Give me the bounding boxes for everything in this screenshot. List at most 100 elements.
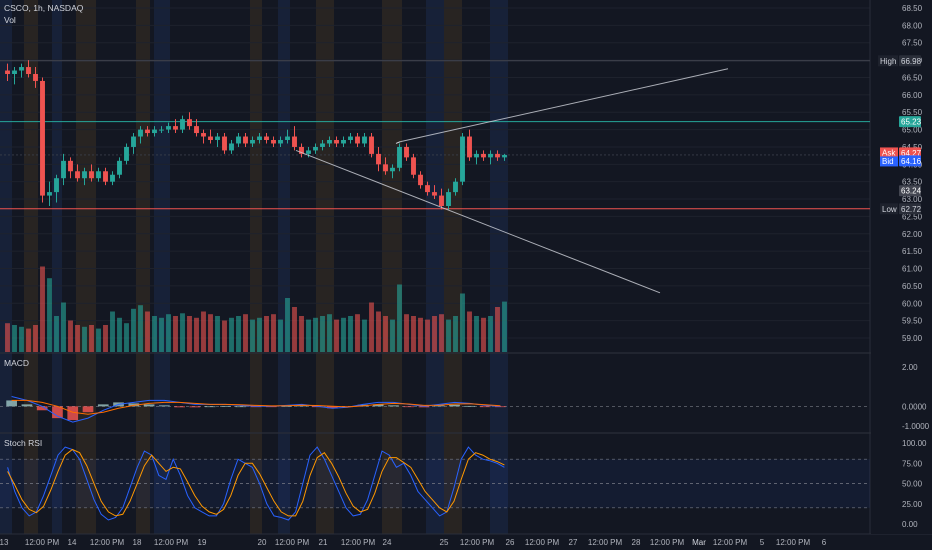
volume-bar [152,316,157,352]
volume-bar [376,311,381,352]
price-tick-label: 60.50 [902,282,923,291]
candle-body [404,146,409,158]
volume-bar [502,301,507,352]
candle-body [495,153,500,158]
volume-bar [467,311,472,352]
candle-body [257,136,262,140]
macd-histogram-bar [235,406,247,408]
candle-body [502,154,507,158]
volume-bar [243,314,248,352]
macd-pane [6,396,506,423]
bid-value-tag: 64.16 [901,157,922,166]
volume-bar [173,316,178,352]
candle-body [418,174,423,186]
price-tick-label: 65.50 [902,108,923,117]
macd-histogram-bar [403,406,415,408]
candle-body [208,136,213,140]
green-level-tag-bg [899,116,921,128]
volume-bar [61,302,66,352]
volume-bar [47,278,52,352]
macd-title[interactable]: MACD [4,358,30,368]
volume-bar [390,319,395,352]
time-axis-label: 27 [569,538,578,547]
candle-body [117,160,122,175]
price-tick-label: 60.00 [902,299,923,308]
session-band [444,0,462,534]
volume-bar [75,325,80,352]
price-tick-label: 59.50 [902,317,923,326]
time-axis-label: 13 [0,538,9,547]
candle-body [68,160,73,172]
candle-body [222,136,227,151]
macd-tick-label: 2.00 [902,363,918,372]
macd-histogram-bar [82,406,94,413]
candle-body [103,171,108,182]
price-tick-label: 62.00 [902,230,923,239]
time-axis-label: 18 [133,538,142,547]
volume-bar [33,325,38,352]
volume-bar [453,316,458,352]
price-tick-label: 62.50 [902,212,923,221]
macd-histogram-bar [204,406,216,408]
volume-bar [229,317,234,352]
price-tick-label: 65.00 [902,126,923,135]
trendline-anchor [395,141,401,144]
candle-body [5,70,10,74]
candle-body [390,167,395,172]
stoch-title[interactable]: Stoch RSI [4,438,43,448]
volume-bar [250,319,255,352]
candle-body [439,195,444,206]
session-band [154,0,170,534]
stoch-k-line [7,446,505,521]
candle-body [229,143,234,151]
candle-body [33,74,38,81]
macd-histogram-bar [36,406,48,411]
gray-level-tag-bg [899,185,921,197]
time-axis-label: 12:00 PM [650,538,685,547]
volume-bar [271,314,276,352]
volume-bar [369,302,374,352]
macd-histogram-bar [97,404,109,407]
candle-body [355,136,360,144]
volume-bar [264,316,269,352]
candle-body [425,185,430,193]
volume-bar [313,317,318,352]
candle-body [124,146,129,161]
candle-body [397,146,402,168]
candle-body [362,136,367,144]
price-levels [0,60,870,210]
volume-bar [320,316,325,352]
candle-body [383,164,388,172]
macd-histogram-bar [21,404,33,407]
low-value-tag-bg [899,203,921,215]
candle-body [131,136,136,147]
candle-body [187,119,192,127]
ask-label-bg [880,147,898,158]
candle-body [166,126,171,130]
candle-body [250,140,255,144]
stoch-tick-label: 25.00 [902,500,923,509]
volume-bar [138,305,143,352]
candle-body [12,70,17,74]
candle-body [474,153,479,158]
ascending-trendline [399,68,729,143]
macd-histogram-bar [143,404,155,407]
volume-bar [425,319,430,352]
macd-histogram-bar [296,405,308,407]
candle-body [40,80,45,196]
macd-histogram-bar [220,405,231,407]
time-axis-label: 6 [822,538,827,547]
candle-body [145,129,150,134]
symbol-title[interactable]: CSCO, 1h, NASDAQ [4,3,84,13]
price-tick-label: 61.00 [902,265,923,274]
high-value-tag-bg [899,55,921,67]
volume-bar [110,311,115,352]
macd-histogram-bar [128,403,140,407]
macd-histogram-bar [52,406,63,419]
volume-bar [26,328,31,352]
macd-histogram-bar [159,405,170,407]
price-tick-label: 68.00 [902,21,923,30]
volume-bar [131,308,136,352]
volume-bar [117,317,122,352]
